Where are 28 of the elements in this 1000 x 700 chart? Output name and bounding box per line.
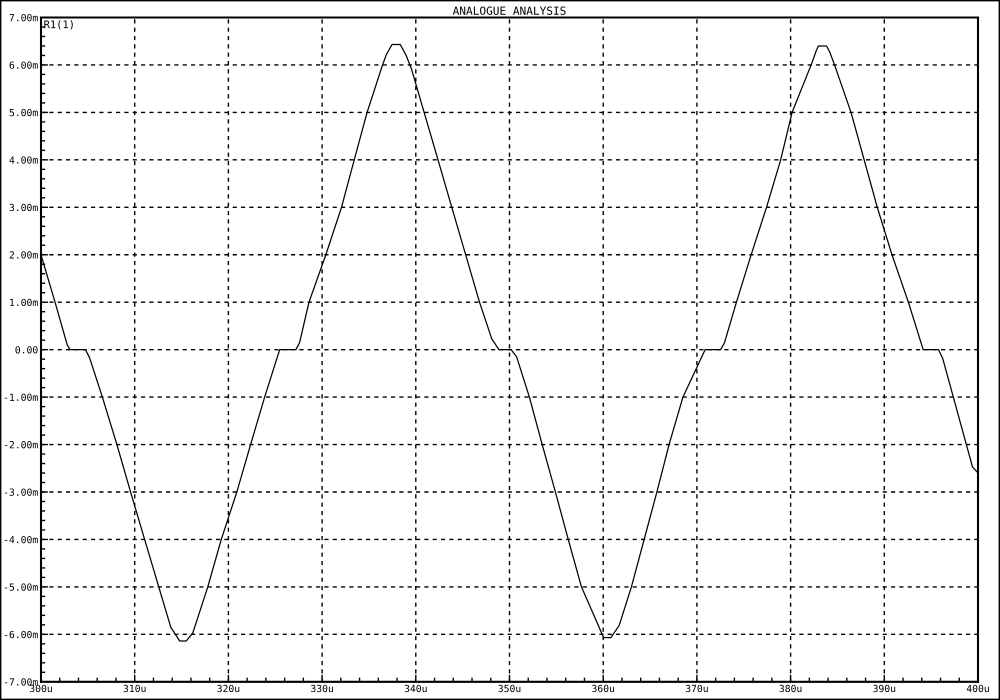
y-tick-label: -7.00m <box>4 678 38 686</box>
y-tick-label: -5.00m <box>4 583 38 591</box>
y-tick-label: -3.00m <box>4 488 38 496</box>
x-tick-label: 340u <box>404 684 427 692</box>
y-tick-label: 3.00m <box>10 204 38 212</box>
y-tick-label: -1.00m <box>4 394 38 401</box>
x-tick-label: 400u <box>966 684 989 692</box>
x-tick-label: 310u <box>124 684 146 692</box>
y-tick-label: 7.00m <box>10 14 38 22</box>
y-tick-label: 5.00m <box>10 108 38 116</box>
y-tick-label: 1.00m <box>10 298 38 306</box>
y-tick-label: -2.00m <box>4 441 38 448</box>
x-tick-label: 320u <box>217 684 240 692</box>
x-tick-label: 390u <box>873 684 896 692</box>
y-tick-label: 6.00m <box>10 61 38 69</box>
x-tick-label: 380u <box>780 684 802 692</box>
y-tick-label: 2.00m <box>10 251 38 259</box>
y-tick-label: 0.00 <box>15 346 38 354</box>
y-tick-label: -4.00m <box>4 536 38 544</box>
y-tick-label: 4.00m <box>9 156 38 164</box>
y-tick-label: -6.00m <box>4 630 38 638</box>
x-tick-label: 350u <box>498 684 520 692</box>
x-tick-label: 360u <box>592 684 614 692</box>
text: R1(1) <box>44 20 73 30</box>
x-tick-label: 300u <box>30 684 52 692</box>
chart-title: ANALOGUE ANALYSIS <box>452 6 566 15</box>
x-tick-label: 370u <box>686 684 708 692</box>
x-tick-label: 330u <box>311 684 333 692</box>
